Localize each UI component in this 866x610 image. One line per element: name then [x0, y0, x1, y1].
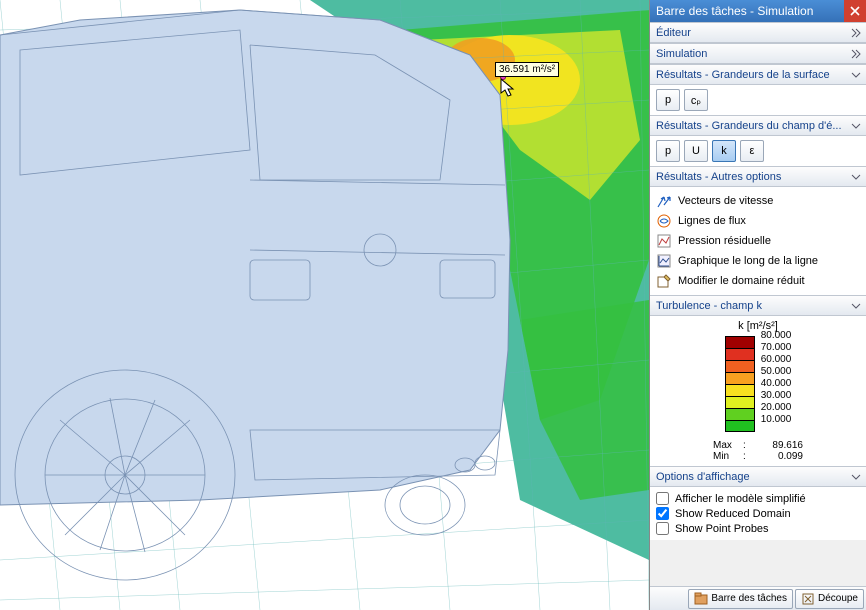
legend-max-value: 89.616	[753, 440, 803, 451]
section-results-surface-body: p cₚ	[650, 85, 866, 115]
panel-title: Barre des tâches - Simulation	[656, 4, 813, 18]
section-other-options[interactable]: Résultats - Autres options	[650, 166, 866, 187]
taskbar-icon	[694, 592, 708, 606]
legend-value: 50.000	[761, 366, 792, 378]
chevron-up-icon	[850, 171, 862, 183]
section-other-options-label: Résultats - Autres options	[656, 171, 781, 183]
button-p-field[interactable]: p	[656, 140, 680, 162]
menu-vectors[interactable]: Vecteurs de vitesse	[656, 191, 860, 211]
tab-decoupe-label: Découpe	[818, 593, 858, 604]
panel-title-bar: Barre des tâches - Simulation	[650, 0, 866, 22]
legend-bar	[725, 384, 755, 396]
close-button[interactable]	[844, 0, 866, 22]
legend-value: 80.000	[761, 330, 792, 342]
lineplot-icon	[656, 253, 672, 269]
car-model	[0, 10, 510, 580]
button-eps-field[interactable]: ε	[740, 140, 764, 162]
legend-value: 40.000	[761, 378, 792, 390]
legend-bar	[725, 396, 755, 408]
viewport-3d[interactable]: 36.591 m²/s²	[0, 0, 649, 610]
decoupe-icon	[801, 592, 815, 606]
cursor-icon	[500, 78, 518, 98]
button-U-field[interactable]: U	[684, 140, 708, 162]
legend-min-label: Min	[713, 451, 743, 462]
check-point-probes-box[interactable]	[656, 522, 669, 535]
section-display-options-body: Afficher le modèle simplifié Show Reduce…	[650, 487, 866, 540]
legend-value: 20.000	[761, 402, 792, 414]
legend-value: 10.000	[761, 414, 792, 426]
menu-modify-domain[interactable]: Modifier le domaine réduit	[656, 271, 860, 291]
menu-modify-domain-label: Modifier le domaine réduit	[678, 275, 805, 287]
legend-bar	[725, 408, 755, 420]
legend-stats: Max : 89.616 Min : 0.099	[713, 440, 803, 462]
legend-color-bars	[725, 336, 755, 432]
task-bar-panel: Barre des tâches - Simulation Éditeur Si…	[649, 0, 866, 610]
check-reduced-domain-label: Show Reduced Domain	[675, 508, 791, 520]
chevron-up-icon	[850, 69, 862, 81]
chevron-down-icon	[850, 27, 862, 39]
chevron-up-icon	[850, 120, 862, 132]
residual-icon	[656, 233, 672, 249]
chevron-up-icon	[850, 471, 862, 483]
section-turbulence[interactable]: Turbulence - champ k	[650, 295, 866, 316]
legend-bar	[725, 420, 755, 432]
legend-min-value: 0.099	[753, 451, 803, 462]
check-simplified-label: Afficher le modèle simplifié	[675, 493, 806, 505]
check-point-probes[interactable]: Show Point Probes	[656, 521, 860, 536]
menu-streamlines-label: Lignes de flux	[678, 215, 746, 227]
menu-residual-label: Pression résiduelle	[678, 235, 771, 247]
check-reduced-domain[interactable]: Show Reduced Domain	[656, 506, 860, 521]
vectors-icon	[656, 193, 672, 209]
legend-max-label: Max	[713, 440, 743, 451]
section-results-surface[interactable]: Résultats - Grandeurs de la surface	[650, 64, 866, 85]
tab-decoupe[interactable]: Découpe	[795, 589, 864, 609]
chevron-down-icon	[850, 48, 862, 60]
section-editeur-label: Éditeur	[656, 27, 691, 39]
menu-vectors-label: Vecteurs de vitesse	[678, 195, 773, 207]
legend-value: 70.000	[761, 342, 792, 354]
menu-lineplot-label: Graphique le long de la ligne	[678, 255, 818, 267]
section-other-options-body: Vecteurs de vitesse Lignes de flux Press…	[650, 187, 866, 295]
button-cp-surface[interactable]: cₚ	[684, 89, 708, 111]
close-icon	[850, 6, 860, 16]
legend-value: 30.000	[761, 390, 792, 402]
check-reduced-domain-box[interactable]	[656, 507, 669, 520]
legend-bar	[725, 372, 755, 384]
legend-bar	[725, 336, 755, 348]
legend-bar	[725, 360, 755, 372]
bottom-tab-bar: Barre des tâches Découpe	[650, 586, 866, 610]
legend-value: 60.000	[761, 354, 792, 366]
turbulence-legend: k [m²/s²] 80.00070.00060.00050.00040.000…	[650, 316, 866, 466]
legend-labels: 80.00070.00060.00050.00040.00030.00020.0…	[761, 330, 792, 432]
section-display-options-label: Options d'affichage	[656, 471, 750, 483]
section-editeur[interactable]: Éditeur	[650, 22, 866, 43]
check-simplified[interactable]: Afficher le modèle simplifié	[656, 491, 860, 506]
probe-value: 36.591 m²/s²	[499, 64, 555, 75]
section-results-field-body: p U k ε	[650, 136, 866, 166]
button-k-field[interactable]: k	[712, 140, 736, 162]
section-turbulence-label: Turbulence - champ k	[656, 300, 762, 312]
streamlines-icon	[656, 213, 672, 229]
tab-taskbar-label: Barre des tâches	[711, 593, 787, 604]
section-results-field-label: Résultats - Grandeurs du champ d'é...	[656, 120, 842, 132]
legend-bar	[725, 348, 755, 360]
section-display-options[interactable]: Options d'affichage	[650, 466, 866, 487]
check-point-probes-label: Show Point Probes	[675, 523, 769, 535]
modify-domain-icon	[656, 273, 672, 289]
probe-tooltip: 36.591 m²/s²	[495, 62, 559, 77]
menu-streamlines[interactable]: Lignes de flux	[656, 211, 860, 231]
button-p-surface[interactable]: p	[656, 89, 680, 111]
section-results-field[interactable]: Résultats - Grandeurs du champ d'é...	[650, 115, 866, 136]
menu-lineplot[interactable]: Graphique le long de la ligne	[656, 251, 860, 271]
section-simulation-label: Simulation	[656, 48, 707, 60]
menu-residual[interactable]: Pression résiduelle	[656, 231, 860, 251]
section-simulation[interactable]: Simulation	[650, 43, 866, 64]
tab-taskbar[interactable]: Barre des tâches	[688, 589, 793, 609]
check-simplified-box[interactable]	[656, 492, 669, 505]
section-results-surface-label: Résultats - Grandeurs de la surface	[656, 69, 830, 81]
chevron-up-icon	[850, 300, 862, 312]
